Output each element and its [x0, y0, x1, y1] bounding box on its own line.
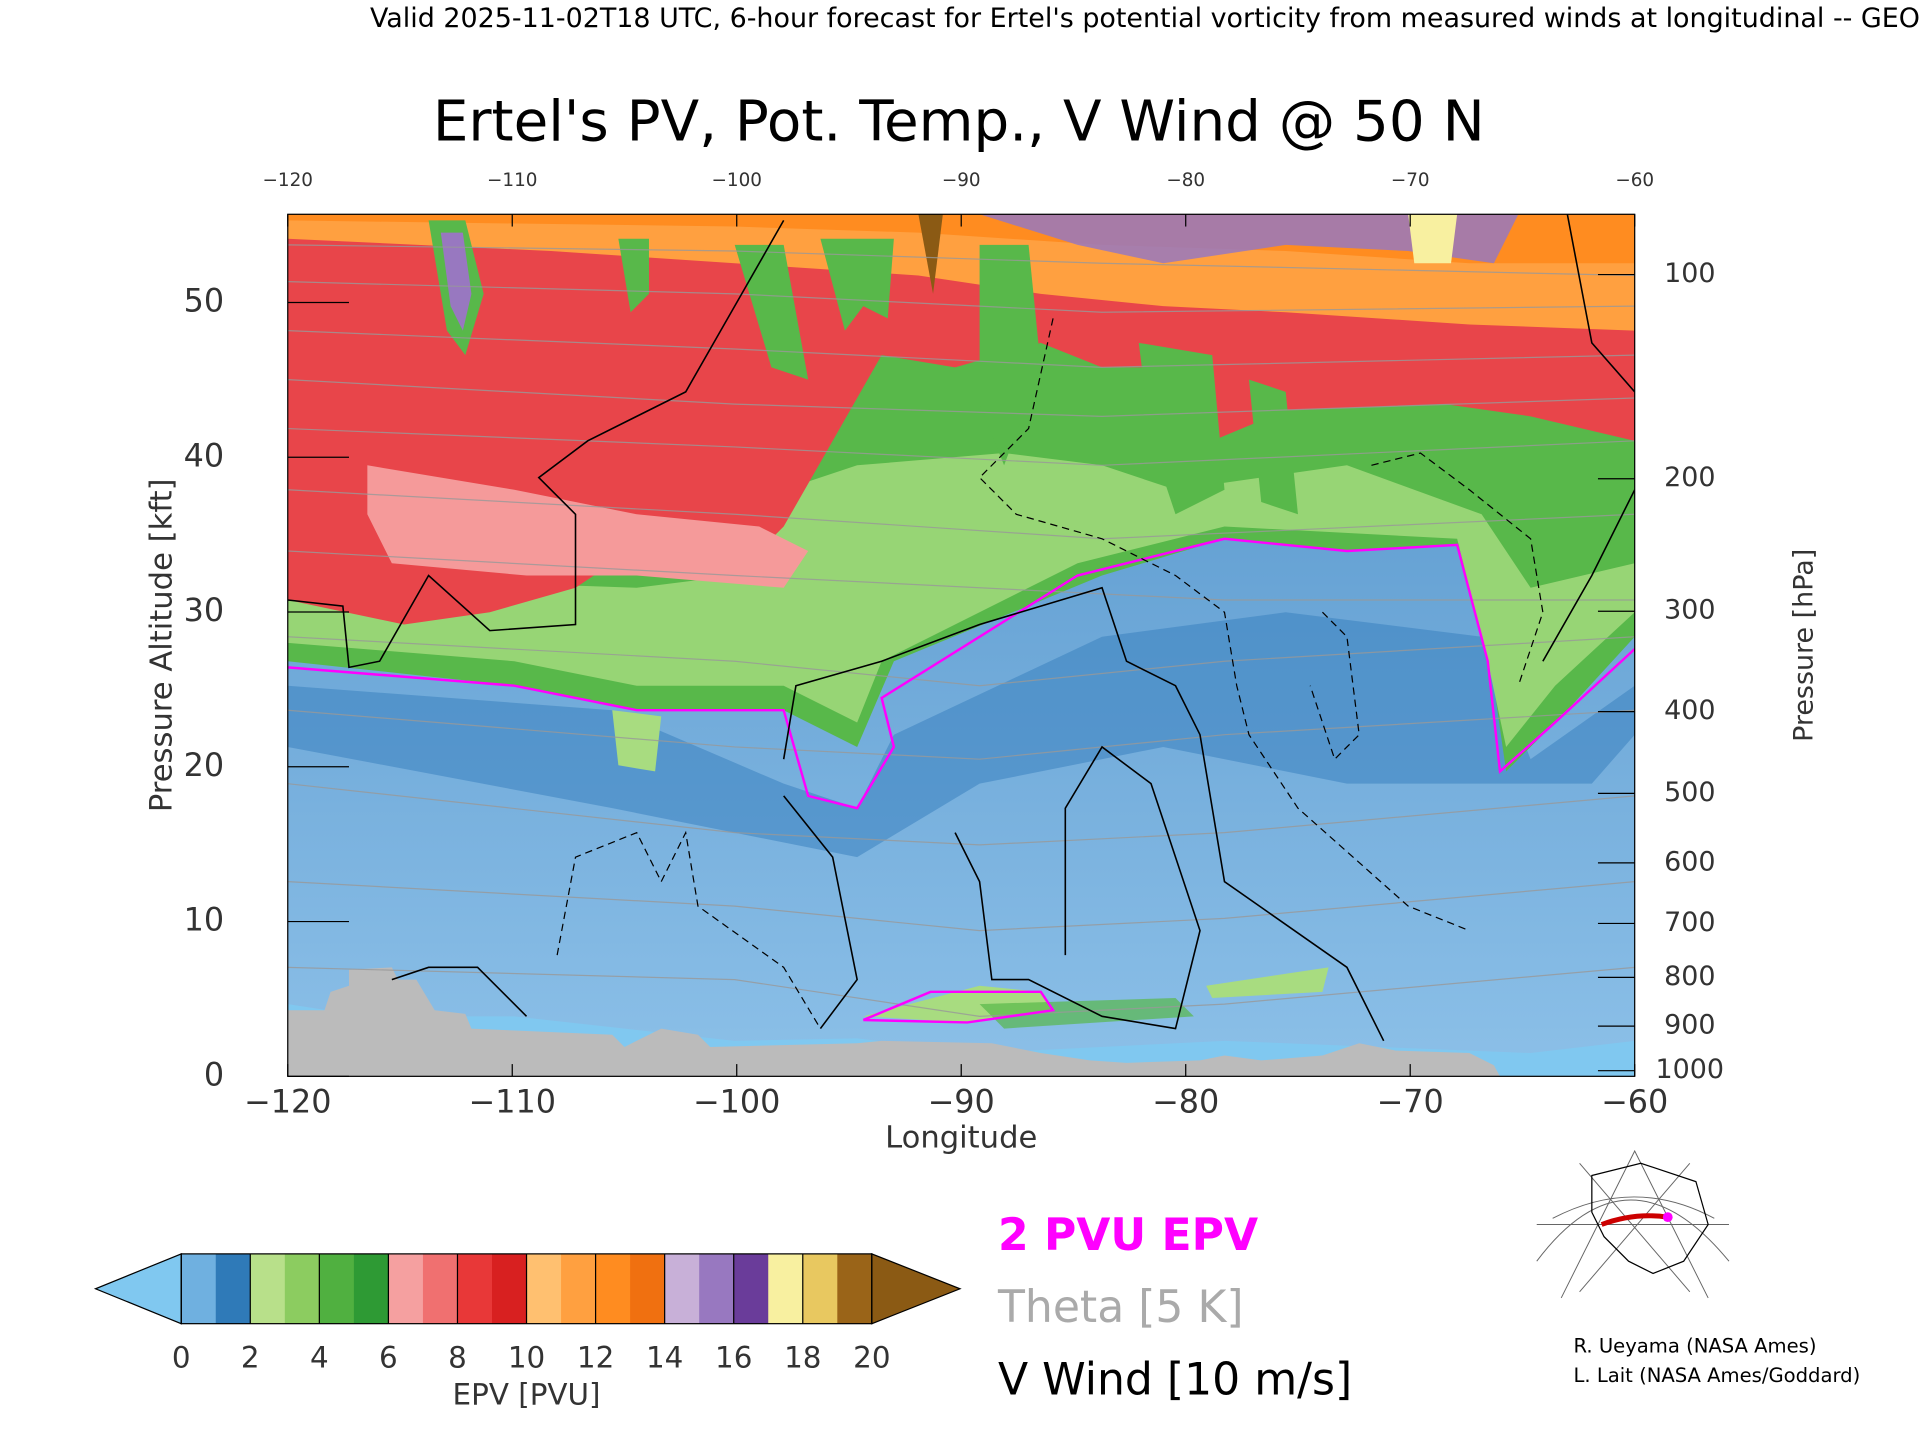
colorbar-swatch: [733, 1253, 769, 1324]
y2-tick-label: 100: [1664, 258, 1715, 289]
colorbar-swatch: [768, 1253, 804, 1324]
x2-tick-label: −70: [1391, 170, 1430, 191]
colorbar-swatch: [353, 1253, 390, 1324]
colorbar-swatch: [319, 1253, 355, 1324]
pv-2-contour: [862, 990, 1056, 1024]
y-tick-label: 20: [184, 746, 225, 784]
x-tick-label: −110: [469, 1082, 556, 1120]
y2-axis-label: Pressure [hPa]: [1788, 549, 1819, 742]
y-tick-label: 50: [184, 282, 225, 320]
x-tick-label: −90: [928, 1082, 995, 1120]
colorbar-tick-label: 10: [508, 1341, 545, 1375]
y-tick-label: 40: [184, 436, 225, 474]
x-tick-label: −80: [1152, 1082, 1219, 1120]
x-tick-label: −70: [1377, 1082, 1444, 1120]
colorbar-tick-label: 18: [784, 1341, 821, 1375]
header: Valid 2025-11-02T18 UTC, 6-hour forecast…: [370, 3, 1920, 34]
y2-tick-label: 1000: [1656, 1054, 1725, 1085]
credit: R. Ueyama (NASA Ames): [1573, 1334, 1816, 1357]
y2-tick-label: 700: [1664, 907, 1715, 938]
y2-tick-label: 800: [1664, 961, 1715, 992]
colorbar-swatch: [492, 1253, 528, 1324]
x-tick-label: −60: [1601, 1082, 1668, 1120]
colorbar-tick-label: 4: [310, 1341, 329, 1375]
x-axis-label: Longitude: [885, 1120, 1037, 1155]
y2-tick-label: 600: [1664, 846, 1715, 877]
colorbar-tick-label: 20: [853, 1341, 890, 1375]
colorbar-swatch: [595, 1253, 631, 1324]
colorbar-swatch: [181, 1253, 217, 1324]
locator-map: [1536, 1149, 1730, 1299]
colorbar-swatch: [630, 1253, 666, 1324]
colorbar-swatch: [802, 1253, 838, 1324]
y2-tick-label: 300: [1664, 595, 1715, 626]
colorbar: 0 2 4 6 8 10 12 14 16 18 20: [93, 1252, 962, 1375]
y-axis-label: Pressure Altitude [kft]: [144, 478, 179, 812]
x2-tick-label: −100: [712, 170, 762, 191]
colorbar-swatch: [664, 1253, 700, 1324]
colorbar-over: [871, 1252, 962, 1325]
colorbar-under: [93, 1252, 182, 1325]
x2-tick-label: −60: [1615, 170, 1654, 191]
colorbar-swatch: [284, 1253, 320, 1324]
colorbar-swatch: [422, 1253, 459, 1324]
y-tick-label: 30: [184, 591, 225, 629]
colorbar-label: EPV [PVU]: [453, 1377, 601, 1411]
colorbar-tick-label: 12: [577, 1341, 614, 1375]
colorbar-swatch: [561, 1253, 597, 1324]
x2-tick-label: −80: [1166, 170, 1205, 191]
y2-tick-label: 900: [1664, 1010, 1715, 1041]
theta-contours: [287, 244, 1635, 1017]
chart-title: Ertel's PV, Pot. Temp., V Wind @ 50 N: [433, 90, 1485, 155]
x-tick-label: −100: [693, 1082, 780, 1120]
x2-tick-label: −120: [263, 170, 313, 191]
colorbar-tick-label: 14: [646, 1341, 683, 1375]
colorbar-swatch: [388, 1253, 424, 1324]
y-tick-label: 0: [204, 1055, 224, 1093]
colorbar-tick-label: 6: [379, 1341, 398, 1375]
x-tick-label: −120: [244, 1082, 331, 1120]
y2-tick-label: 400: [1664, 695, 1715, 726]
colorbar-swatch: [526, 1253, 562, 1324]
colorbar-swatch: [250, 1253, 286, 1324]
colorbar-tick-label: 16: [715, 1341, 752, 1375]
legend: 2 PVU EPV Theta [5 K] V Wind [10 m/s]: [997, 1210, 1352, 1405]
colorbar-tick-label: 2: [241, 1341, 260, 1375]
legend-entry: 2 PVU EPV: [998, 1210, 1258, 1261]
pv-2-contour: [287, 537, 1635, 810]
colorbar-tick-label: 0: [172, 1341, 191, 1375]
legend-entry: Theta [5 K]: [997, 1282, 1244, 1333]
x2-tick-label: −90: [942, 170, 981, 191]
vwind-neg-contours: [556, 318, 1544, 1029]
colorbar-swatch: [699, 1253, 735, 1324]
pv-field: [287, 214, 1635, 1077]
y-tick-label: 10: [184, 901, 225, 939]
x2-tick-label: −110: [487, 170, 537, 191]
colorbar-swatch: [457, 1253, 493, 1324]
colorbar-swatch: [215, 1253, 251, 1324]
colorbar-tick-label: 8: [448, 1341, 467, 1375]
legend-entry: V Wind [10 m/s]: [998, 1354, 1352, 1405]
colorbar-swatch: [837, 1253, 873, 1324]
y2-tick-label: 200: [1664, 462, 1715, 493]
y2-tick-label: 500: [1664, 777, 1715, 808]
vwind-contours: [287, 214, 1635, 1042]
credit: L. Lait (NASA Ames/Goddard): [1573, 1364, 1860, 1387]
